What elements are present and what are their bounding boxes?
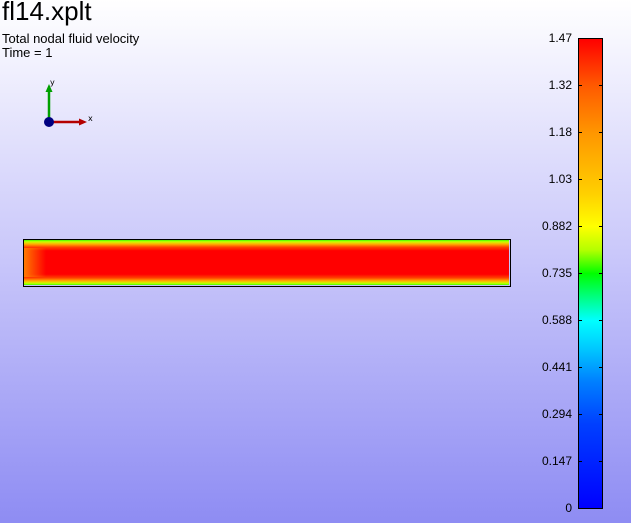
colorbar-tick-mark <box>599 414 603 415</box>
colorbar-tick-mark <box>599 367 603 368</box>
colorbar-tick-mark <box>578 85 582 86</box>
colorbar-tick-mark <box>599 85 603 86</box>
inlet-region <box>24 248 46 277</box>
y-axis-arrow <box>45 84 53 92</box>
colorbar-tick-mark <box>578 414 582 415</box>
colorbar-tick-mark <box>578 273 582 274</box>
plot-title: fl14.xplt <box>2 0 92 26</box>
colorbar-tick-mark <box>578 508 582 509</box>
colorbar-tick-label: 0 <box>565 501 572 515</box>
colorbar-tick-mark <box>599 508 603 509</box>
colorbar-tick-label: 0.588 <box>541 313 572 327</box>
colorbar-tick-label: 0.441 <box>541 360 572 374</box>
x-axis-arrow <box>79 118 87 126</box>
colorbar-tick-mark <box>578 461 582 462</box>
variable-label: Total nodal fluid velocity <box>2 31 140 46</box>
colorbar-tick-mark <box>599 38 603 39</box>
z-axis-dot <box>44 117 54 127</box>
colorbar-tick-label: 1.03 <box>548 172 572 186</box>
colorbar-tick-mark <box>599 461 603 462</box>
colorbar-tick-label: 0.147 <box>541 454 572 468</box>
time-label: Time = 1 <box>2 45 53 60</box>
colorbar-legend: 1.47 1.32 1.18 1.03 0.882 0.735 0.588 0.441 0.29… <box>542 31 603 515</box>
colorbar-tick-mark <box>578 38 582 39</box>
colorbar-tick-mark <box>578 179 582 180</box>
y-axis-label: y <box>50 78 55 87</box>
x-axis-label: x <box>88 114 93 123</box>
colorbar-tick-label: 0.882 <box>541 219 572 233</box>
colorbar-tick-mark <box>578 226 582 227</box>
colorbar-tick-mark <box>599 320 603 321</box>
colorbar-tick-label: 0.735 <box>541 266 572 280</box>
colorbar-tick-mark <box>578 367 582 368</box>
colorbar-tick-label: 0.294 <box>541 407 572 421</box>
colorbar-tick-label: 1.32 <box>548 78 572 92</box>
fluid-channel-mesh[interactable] <box>23 239 511 287</box>
colorbar-tick-mark <box>599 226 603 227</box>
colorbar-tick-mark <box>599 132 603 133</box>
colorbar-tick-label: 1.47 <box>548 31 572 45</box>
colorbar-tick-mark <box>599 179 603 180</box>
velocity-field <box>24 240 509 285</box>
colorbar-gradient <box>578 38 603 509</box>
colorbar-tick-label: 1.18 <box>548 125 572 139</box>
colorbar-tick-mark <box>578 132 582 133</box>
orientation-triad: y x <box>44 78 93 127</box>
colorbar-tick-mark <box>578 320 582 321</box>
colorbar-tick-mark <box>599 273 603 274</box>
